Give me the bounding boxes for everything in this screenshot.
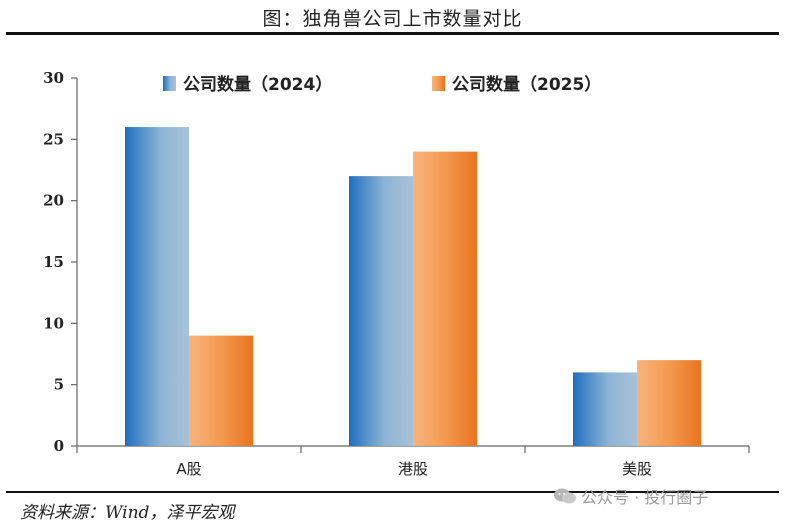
bar	[349, 176, 413, 446]
bar-chart: 0 5 10 15 20 25 30 A股 港股 美股 公司数量（2024） 公司数量（2025）	[43, 69, 750, 478]
bar	[637, 360, 701, 446]
watermark: 公众号 · 投行圈子	[553, 484, 708, 508]
x-tick-label: 港股	[398, 460, 428, 478]
y-tick-label: 5	[54, 376, 64, 394]
bar	[189, 335, 253, 446]
y-tick-label: 20	[43, 192, 64, 210]
y-tick-label: 15	[43, 253, 64, 271]
legend-label: 公司数量（2024）	[183, 74, 332, 95]
source-note: 资料来源：Wind，泽平宏观	[20, 503, 235, 523]
watermark-text: 公众号 · 投行圈子	[581, 488, 709, 507]
legend-label: 公司数量（2025）	[452, 74, 601, 95]
bar	[413, 151, 477, 446]
x-tick-label: A股	[176, 460, 201, 478]
y-tick-label: 0	[54, 437, 64, 455]
page-title: 图：独角兽公司上市数量对比	[262, 8, 523, 30]
bars	[125, 127, 701, 447]
y-tick-label: 30	[43, 69, 64, 87]
bar	[573, 372, 637, 446]
legend: 公司数量（2024） 公司数量（2025）	[163, 74, 601, 95]
y-tick-label: 25	[43, 130, 64, 148]
bar	[125, 127, 189, 447]
y-tick-label: 10	[43, 314, 64, 332]
title-divider	[6, 32, 779, 35]
x-tick-label: 美股	[622, 460, 652, 478]
wechat-icon	[554, 488, 576, 504]
legend-swatch	[163, 76, 176, 91]
legend-swatch	[432, 76, 445, 91]
footer-divider	[6, 491, 779, 493]
